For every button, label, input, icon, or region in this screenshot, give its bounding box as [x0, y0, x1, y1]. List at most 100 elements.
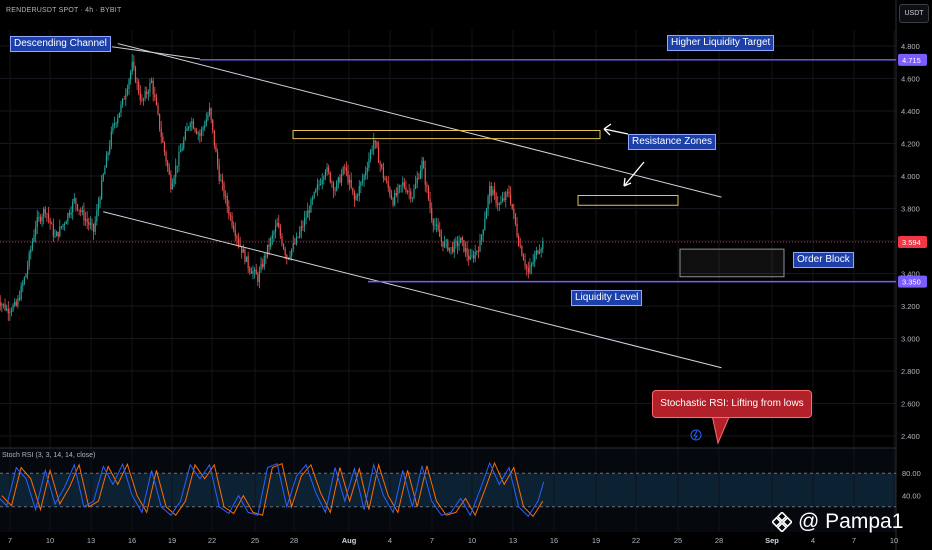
candle-body: [498, 203, 500, 205]
candle-body: [291, 249, 293, 256]
candle-body: [152, 80, 154, 95]
candle-body: [456, 241, 459, 247]
candle-body: [109, 146, 111, 153]
stoch-rsi-callout: Stochastic RSI: Lifting from lows: [652, 390, 812, 418]
candle-body: [415, 183, 417, 189]
time-tick-label: 7: [852, 536, 856, 545]
candle-body: [368, 159, 370, 168]
candle-body: [4, 303, 6, 310]
candle-body: [73, 198, 75, 202]
candle-body: [115, 123, 117, 124]
higher-liquidity-target-label: Higher Liquidity Target: [667, 35, 775, 51]
candle-body: [439, 229, 441, 237]
candle-body: [492, 189, 494, 196]
candle-body: [389, 187, 391, 195]
candle-body: [431, 208, 433, 221]
candle-body: [481, 235, 483, 241]
price-tick-label: 3.400: [901, 270, 920, 279]
time-tick-label: 10: [890, 536, 898, 545]
candle-body: [535, 250, 537, 256]
candle-body: [93, 224, 95, 232]
candle-body: [361, 180, 364, 183]
price-tick-label: 2.600: [901, 400, 920, 409]
price-label-text: 4.715: [902, 56, 921, 65]
candle-body: [99, 198, 101, 205]
candle-body: [474, 251, 476, 259]
candle-body: [339, 177, 341, 183]
currency-button[interactable]: USDT: [899, 4, 929, 23]
candle-body: [538, 251, 541, 254]
candle-body: [284, 248, 286, 256]
candle-body: [205, 119, 207, 126]
candle-body: [461, 237, 463, 240]
candle-body: [94, 221, 96, 232]
candle-body: [117, 117, 119, 124]
candle-body: [455, 241, 457, 242]
time-tick-label: 16: [550, 536, 558, 545]
candle-body: [22, 283, 24, 287]
candle-body: [490, 185, 492, 196]
candle-body: [258, 270, 261, 282]
candle-body: [410, 191, 412, 199]
candle-body: [91, 223, 93, 225]
candle-body: [514, 213, 517, 224]
candle-body: [381, 164, 383, 168]
candle-body: [41, 216, 43, 222]
candle-body: [88, 221, 90, 225]
candle-body: [167, 161, 169, 168]
candle-body: [47, 213, 50, 219]
candle-body: [175, 166, 177, 178]
candle-body: [336, 181, 338, 191]
candle-body: [250, 271, 252, 274]
time-tick-label: 7: [430, 536, 434, 545]
candle-body: [509, 193, 512, 204]
candle-body: [295, 237, 298, 244]
candle-body: [237, 238, 240, 244]
price-label-text: 3.594: [902, 238, 921, 247]
candle-body: [199, 133, 201, 136]
candle-body: [540, 248, 542, 252]
candle-body: [392, 198, 394, 205]
candle-body: [300, 225, 302, 232]
candle-body: [500, 201, 502, 204]
price-tick-label: 4.200: [901, 140, 920, 149]
candle-body: [212, 119, 214, 131]
candle-body: [244, 249, 246, 262]
candle-body: [197, 133, 199, 135]
arrow-down-left-icon: [623, 161, 645, 187]
candle-body: [104, 167, 106, 175]
time-tick-label: 16: [128, 536, 136, 545]
candle-body: [395, 193, 397, 196]
candle-body: [6, 308, 8, 310]
candle-body: [482, 229, 484, 236]
candle-body: [329, 172, 331, 183]
candle-body: [402, 182, 404, 186]
candle-body: [60, 226, 62, 228]
candle-body: [529, 266, 531, 273]
candle-body: [460, 237, 462, 244]
candle-body: [472, 255, 475, 259]
candle-body: [521, 246, 523, 256]
candle-body: [332, 182, 335, 191]
candle-body: [443, 241, 446, 247]
price-tick-label: 4.600: [901, 75, 920, 84]
candle-body: [273, 232, 275, 235]
candle-body: [373, 140, 375, 150]
candle-body: [76, 204, 79, 210]
candle-body: [36, 217, 38, 227]
candle-body: [52, 224, 54, 237]
price-tick-label: 2.400: [901, 432, 920, 441]
stoch-k-line: [0, 461, 545, 518]
candle-body: [445, 240, 447, 242]
candle-body: [398, 185, 401, 188]
candle-body: [281, 235, 283, 245]
candle-body: [311, 197, 314, 200]
candle-body: [321, 179, 323, 185]
candle-body: [340, 174, 343, 183]
candle-body: [163, 142, 166, 152]
candle-body: [254, 269, 256, 272]
stoch-rsi-title: Stoch RSI (3, 3, 14, 14, close): [2, 452, 96, 459]
candle-body: [84, 219, 87, 221]
candle-body: [176, 165, 178, 167]
